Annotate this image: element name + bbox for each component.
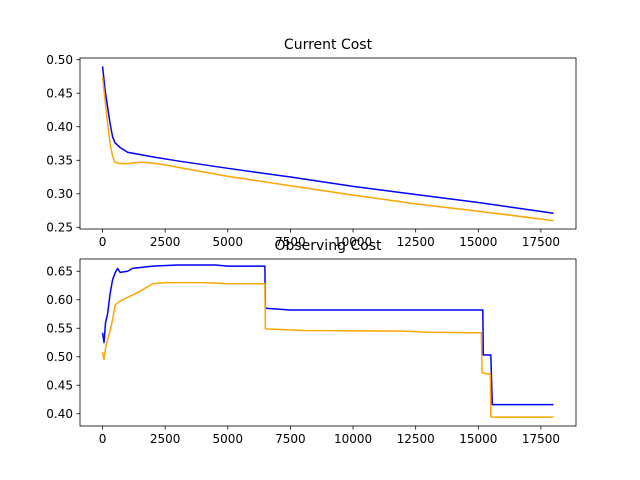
- observing-cost-x-tick-label: 15000: [459, 432, 497, 446]
- observing-cost-y-tick-label: 0.65: [46, 265, 73, 279]
- current-cost-title: Current Cost: [284, 37, 373, 53]
- observing-cost-y-tick-label: 0.55: [46, 322, 73, 336]
- observing-cost-y-tick-label: 0.45: [46, 379, 73, 393]
- current-cost-x-tick-label: 10000: [334, 235, 372, 249]
- observing-cost-plot-area: [79, 258, 577, 427]
- current-cost-y-axis: 0.25 0.30 0.35 0.40 0.45 0.50: [46, 53, 80, 235]
- observing-cost-x-tick-label: 2500: [150, 432, 181, 446]
- observing-cost-series: [101, 264, 554, 418]
- current-cost-y-tick-label: 0.35: [46, 154, 73, 168]
- current-cost-y-tick-label: 0.25: [46, 221, 73, 235]
- current-cost-x-axis: 0 2500 5000 7500 10000 12500 15000 17500: [99, 229, 560, 249]
- current-cost-x-tick-label: 7500: [275, 235, 306, 249]
- current-cost-chart: 0 2500 5000 7500 10000 12500 15000 17500 0.250.…: [46, 37, 577, 249]
- observing-cost-series-line-0: [101, 264, 554, 406]
- observing-cost-series-line-1: [101, 281, 554, 418]
- observing-cost-x-tick-label: 12500: [397, 432, 435, 446]
- current-cost-y-tick-label: 0.50: [46, 53, 73, 67]
- current-cost-series: [101, 66, 554, 222]
- current-cost-x-tick-label: 15000: [459, 235, 497, 249]
- observing-cost-x-axis: 0 2500 5000 7500 10000 12500 15000 17500: [99, 426, 560, 446]
- observing-cost-y-tick-label: 0.50: [46, 350, 73, 364]
- observing-cost-y-tick-label: 0.60: [46, 293, 73, 307]
- current-cost-x-tick-label: 17500: [522, 235, 560, 249]
- observing-cost-y-axis: 0.40 0.45 0.50 0.55 0.60 0.65: [46, 265, 80, 421]
- current-cost-series-line-1: [101, 77, 554, 222]
- current-cost-x-tick-label: 12500: [397, 235, 435, 249]
- observing-cost-x-tick-label: 5000: [213, 432, 244, 446]
- current-cost-series-line-0: [101, 66, 554, 214]
- current-cost-y-tick-label: 0.40: [46, 120, 73, 134]
- current-cost-x-tick-label: 2500: [150, 235, 181, 249]
- current-cost-plot-area: [79, 57, 577, 230]
- observing-cost-chart: 0 2500 5000 7500 10000 12500 15000 17500 0.400.…: [46, 238, 577, 446]
- current-cost-x-tick-label: 5000: [213, 235, 244, 249]
- observing-cost-x-tick-label: 0: [99, 432, 107, 446]
- observing-cost-title: Observing Cost: [274, 238, 382, 254]
- current-cost-y-tick-label: 0.45: [46, 87, 73, 101]
- observing-cost-x-tick-label: 10000: [334, 432, 372, 446]
- observing-cost-x-tick-label: 17500: [522, 432, 560, 446]
- observing-cost-x-tick-label: 7500: [275, 432, 306, 446]
- observing-cost-y-tick-label: 0.40: [46, 407, 73, 421]
- current-cost-y-tick-label: 0.30: [46, 187, 73, 201]
- current-cost-x-tick-label: 0: [99, 235, 107, 249]
